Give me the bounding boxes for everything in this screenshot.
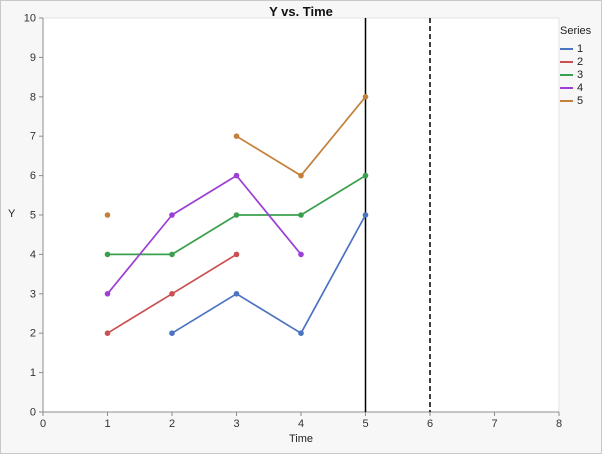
legend-item-label: 5 (577, 94, 584, 107)
series-1-point[interactable] (233, 291, 240, 297)
legend-item-label: 4 (577, 81, 584, 94)
series-3-point[interactable] (298, 212, 304, 218)
legend-swatch (560, 47, 573, 50)
y-tick-label: 0 (30, 407, 36, 419)
legend-item-series-5[interactable]: 5 (560, 94, 591, 107)
legend-item-series-1[interactable]: 1 (560, 42, 591, 55)
y-tick-label: 4 (30, 249, 36, 261)
series-5-point[interactable] (104, 212, 111, 218)
x-tick-label: 8 (556, 418, 562, 430)
y-tick-label: 5 (30, 210, 36, 222)
series-4-point[interactable] (104, 291, 111, 297)
y-tick-label: 7 (30, 131, 36, 143)
y-tick-label: 1 (30, 367, 36, 379)
y-tick-label: 6 (30, 170, 36, 182)
y-tick-label: 3 (30, 288, 36, 300)
legend-swatch (560, 60, 573, 63)
chart-title: Y vs. Time (269, 4, 333, 19)
series-2-point[interactable] (104, 330, 111, 337)
series-4-point[interactable] (298, 251, 304, 258)
y-tick-label: 8 (30, 91, 36, 103)
y-tick-label: 10 (24, 13, 36, 25)
legend-item-label: 2 (577, 55, 584, 68)
series-4-line (106, 174, 302, 295)
series-3-point[interactable] (362, 172, 369, 179)
series-1-point[interactable] (169, 330, 175, 337)
series-5-point[interactable] (362, 94, 369, 100)
legend-title: Series (560, 25, 592, 37)
legend-item-series-4[interactable]: 4 (560, 81, 591, 94)
legend-item-series-3[interactable]: 3 (560, 68, 591, 81)
series-3-point[interactable] (169, 251, 175, 258)
series-4-point[interactable] (233, 172, 240, 179)
series-1-point[interactable] (298, 330, 304, 337)
x-tick-label: 7 (491, 418, 497, 430)
legend-swatch (560, 73, 573, 76)
series-2-point[interactable] (233, 251, 240, 258)
series-3-point[interactable] (233, 212, 240, 218)
series-1-point[interactable] (362, 212, 369, 218)
legend-swatch (560, 99, 573, 102)
legend-item-label: 3 (577, 68, 584, 81)
x-tick-label: 6 (427, 418, 433, 430)
series-5-point[interactable] (298, 172, 304, 179)
legend-item-label: 1 (577, 42, 584, 55)
x-tick-label: 1 (104, 418, 110, 430)
legend-swatch (560, 86, 573, 89)
y-axis-label: Y (8, 208, 16, 220)
series-2-point[interactable] (169, 291, 175, 297)
x-axis-label: Time (288, 433, 314, 445)
y-tick-label: 9 (30, 52, 36, 64)
series-1-line (171, 214, 367, 335)
x-tick-label: 4 (298, 418, 304, 430)
series-4-point[interactable] (169, 212, 175, 218)
series-5-point[interactable] (233, 133, 240, 139)
legend-item-series-2[interactable]: 2 (560, 55, 591, 68)
y-tick-label: 2 (30, 328, 36, 340)
x-tick-label: 0 (40, 418, 46, 430)
x-tick-label: 2 (169, 418, 175, 430)
x-tick-label: 5 (362, 418, 368, 430)
series-3-point[interactable] (104, 251, 111, 258)
x-tick-label: 3 (233, 418, 239, 430)
